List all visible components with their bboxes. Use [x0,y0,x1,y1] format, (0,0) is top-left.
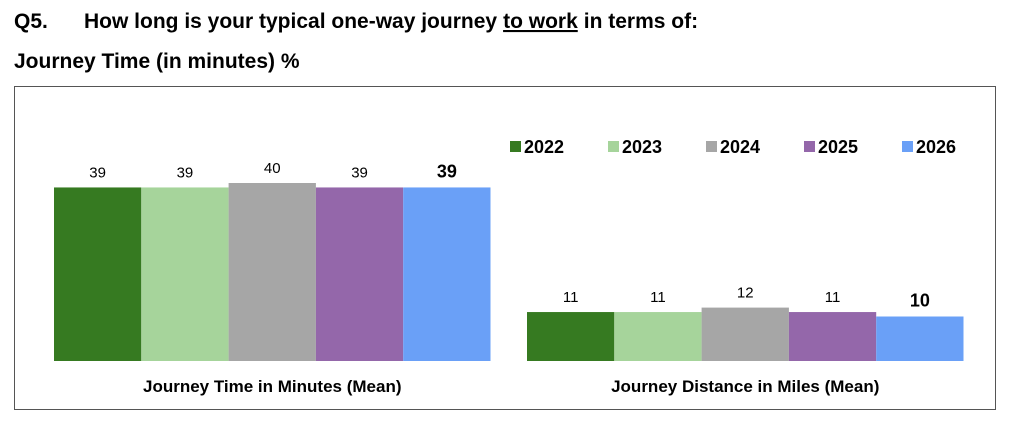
frame [14,86,996,410]
bar [788,312,877,361]
bar [228,183,316,361]
legend-swatch [902,141,913,152]
title-underlined: to work [503,10,578,33]
chart-subtitle: Journey Time (in minutes) % [14,50,300,73]
value-label: 40 [264,160,281,177]
title-text: How long is your typical one-way journey [84,10,497,33]
value-label: 39 [437,161,457,181]
value-label: 39 [351,164,368,181]
category-label: Journey Time in Minutes (Mean) [143,377,402,396]
value-label: 11 [650,289,666,306]
legend-swatch [804,141,815,152]
value-label: 11 [825,289,841,306]
legend-swatch [510,141,521,152]
bar [54,187,142,361]
legend-label: 2022 [524,137,564,157]
bar [403,187,491,361]
category-label: Journey Distance in Miles (Mean) [611,377,879,396]
question-number: Q5. [14,10,48,33]
title-text: in terms of: [584,10,698,33]
value-label: 12 [737,285,754,302]
value-label: 39 [89,164,106,181]
legend-swatch [608,141,619,152]
legend-label: 2023 [622,137,662,157]
legend-label: 2024 [720,137,760,157]
bar [876,316,964,361]
value-label: 11 [563,289,579,306]
chart-title: How long is your typical one-way journey… [84,10,698,33]
bar [527,312,615,361]
legend-swatch [706,141,717,152]
value-label: 10 [910,291,930,311]
bar [614,312,702,361]
bar [315,187,404,361]
legend-label: 2025 [818,137,858,157]
legend-label: 2026 [916,137,956,157]
bar [141,187,229,361]
bar [701,307,789,361]
value-label: 39 [177,164,194,181]
